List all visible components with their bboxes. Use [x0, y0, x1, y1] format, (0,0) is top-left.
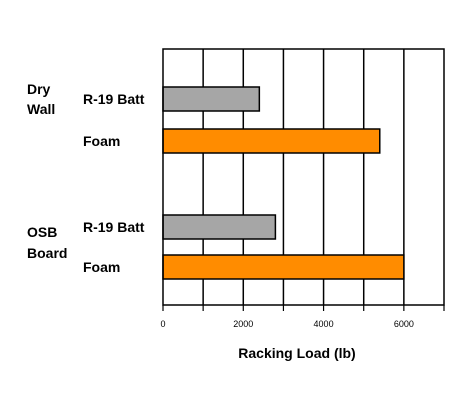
category-labels: Dry Wall R-19 Batt Foam OSB Board R-19 Batt Foa…: [27, 81, 145, 275]
category-label: R-19 Batt: [83, 91, 145, 107]
x-tick-label: 6000: [394, 319, 414, 329]
plot-frame: [162, 48, 445, 306]
bars: [162, 86, 405, 280]
x-axis-title: Racking Load (lb): [238, 345, 355, 361]
category-label: R-19 Batt: [83, 219, 145, 235]
category-label: Foam: [83, 133, 120, 149]
bar: [162, 254, 405, 280]
group-label: Board: [27, 245, 67, 261]
bar: [162, 128, 381, 154]
group-label: OSB: [27, 224, 57, 240]
group-label: Wall: [27, 101, 55, 117]
category-label: Foam: [83, 259, 120, 275]
x-tick-label: 4000: [314, 319, 334, 329]
x-tick-label: 2000: [233, 319, 253, 329]
x-tick-label: 0: [160, 319, 165, 329]
bar: [162, 214, 277, 240]
group-label: Dry: [27, 81, 51, 97]
x-axis-ticks: 0 2000 4000 6000: [160, 305, 445, 329]
bar: [162, 86, 261, 112]
